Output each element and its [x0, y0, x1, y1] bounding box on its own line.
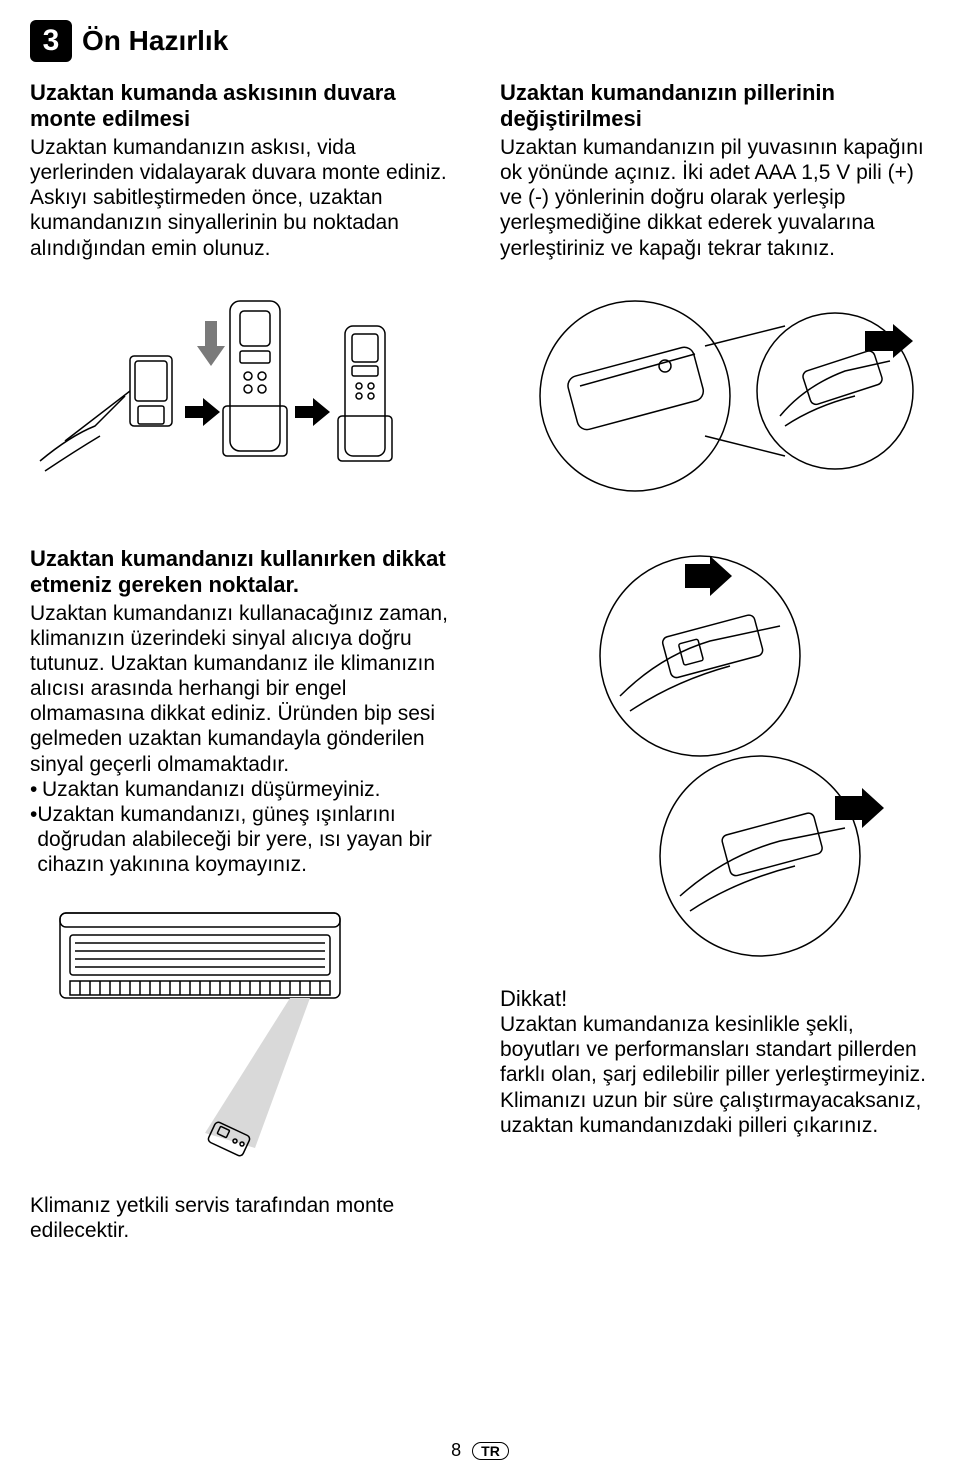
section3-title: Uzaktan kumandanızı kullanırken dikkat e…	[30, 546, 460, 599]
battery-steps-column: Dikkat! Uzaktan kumandanıza kesinlikle ş…	[500, 546, 930, 1243]
bullet-icon: •	[30, 777, 42, 802]
wall-mount-illustration	[30, 286, 460, 506]
step-number: 3	[43, 24, 60, 58]
language-badge: TR	[472, 1442, 509, 1460]
warning-block: Dikkat! Uzaktan kumandanıza kesinlikle ş…	[500, 986, 930, 1138]
section2-title: Uzaktan kumandanızın pillerinin değiştir…	[500, 80, 930, 133]
warning-title: Dikkat!	[500, 986, 930, 1012]
section3-bullet2: • Uzaktan kumandanızı, güneş ışınlarını …	[30, 802, 460, 878]
step-number-badge: 3	[30, 20, 72, 62]
page-number: 8	[451, 1440, 461, 1460]
bullet-icon: •	[30, 802, 37, 878]
intro-columns: Uzaktan kumanda askısının duvara monte e…	[30, 80, 930, 261]
section1-body: Uzaktan kumandanızın askısı, vida yerler…	[30, 135, 460, 261]
page-title: Ön Hazırlık	[82, 25, 228, 57]
battery-insert-illustrations	[500, 546, 920, 966]
section-wall-mount: Uzaktan kumanda askısının duvara monte e…	[30, 80, 460, 261]
section3-body: Uzaktan kumandanızı kullanacağınız zaman…	[30, 601, 460, 777]
warning-body: Uzaktan kumandanıza kesinlikle şekli, bo…	[500, 1012, 930, 1138]
illustrations-row-1	[30, 286, 930, 506]
ac-signal-illustration	[30, 903, 460, 1163]
section1-title: Uzaktan kumanda askısının duvara monte e…	[30, 80, 460, 133]
footer-note: Klimanız yetkili servis tarafından monte…	[30, 1193, 460, 1243]
section2-body: Uzaktan kumandanızın pil yuvasının kapağ…	[500, 135, 930, 261]
section-usage-notes: Uzaktan kumandanızı kullanırken dikkat e…	[30, 546, 930, 1243]
bullet2-text: Uzaktan kumandanızı, güneş ışınlarını do…	[37, 802, 460, 878]
section-batteries: Uzaktan kumandanızın pillerinin değiştir…	[500, 80, 930, 261]
battery-open-illustration	[500, 286, 930, 506]
usage-notes-text: Uzaktan kumandanızı kullanırken dikkat e…	[30, 546, 460, 1243]
section3-bullet1: • Uzaktan kumandanızı düşürmeyiniz.	[30, 777, 460, 802]
page-header: 3 Ön Hazırlık	[30, 20, 930, 62]
page-number-row: 8 TR	[0, 1440, 960, 1461]
bullet1-text: Uzaktan kumandanızı düşürmeyiniz.	[42, 777, 381, 802]
